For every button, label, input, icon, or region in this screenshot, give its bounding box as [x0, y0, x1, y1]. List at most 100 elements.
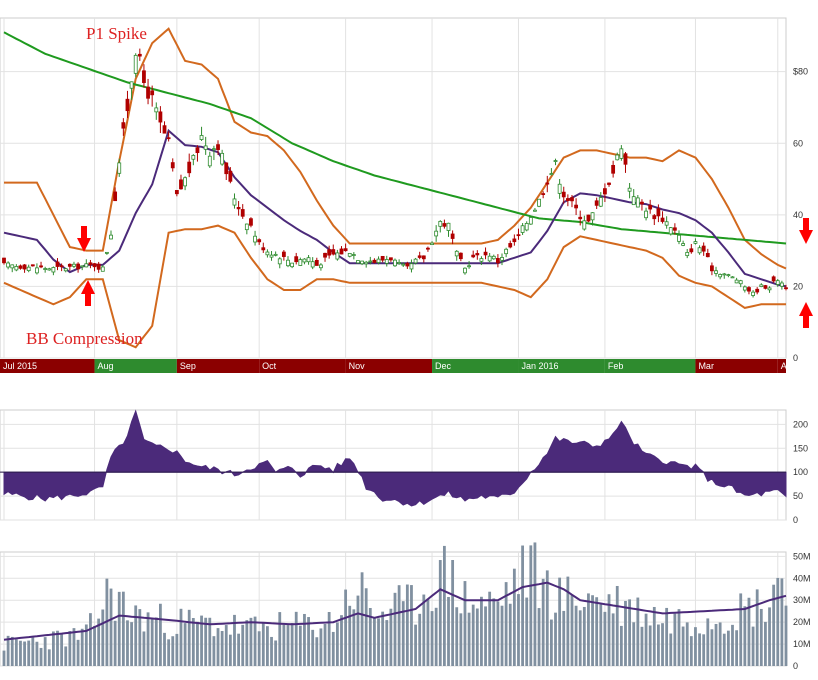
candle-body — [170, 162, 175, 169]
candle-body — [343, 248, 348, 252]
candle-body — [179, 179, 183, 190]
candle — [257, 238, 262, 245]
volume-bar — [764, 621, 767, 666]
candle — [244, 223, 249, 235]
candle-body — [615, 154, 620, 161]
candle-body — [623, 153, 628, 165]
candle — [574, 198, 578, 216]
candle-body — [384, 259, 389, 264]
candle — [701, 242, 706, 256]
candle — [6, 261, 11, 270]
candle-body — [590, 212, 595, 221]
volume-bar — [356, 595, 360, 666]
candle-body — [689, 248, 694, 253]
candle-body — [738, 280, 743, 285]
volume-bar — [175, 633, 179, 666]
volume-bar — [677, 609, 681, 666]
volume-bar — [290, 623, 294, 666]
candle-body — [146, 86, 150, 99]
candle-body — [586, 214, 591, 222]
volume-bar — [698, 633, 701, 666]
candle-body — [18, 265, 23, 269]
volume-bar — [331, 631, 335, 666]
candle-body — [191, 155, 196, 160]
candle-body — [438, 221, 443, 227]
volume-bar — [694, 627, 697, 666]
candle-body — [426, 247, 430, 250]
volume-bar — [780, 578, 784, 666]
candle-body — [784, 287, 788, 290]
month-label: Oct — [262, 361, 277, 371]
candle-body — [380, 255, 385, 261]
candle — [446, 222, 451, 237]
volume-bar — [665, 607, 669, 666]
volume-bar — [220, 630, 224, 666]
candle — [397, 259, 402, 265]
volume-bar — [377, 618, 380, 666]
volume-bar — [72, 628, 76, 666]
candle-body — [533, 209, 537, 212]
candle-body — [63, 268, 68, 272]
candle — [409, 259, 414, 273]
indicator-panel: 0 50 100 150 200 — [0, 409, 808, 525]
volume-bar — [751, 626, 755, 666]
candle-body — [331, 249, 336, 255]
candle-body — [100, 266, 105, 272]
candle-body — [166, 137, 171, 140]
price-tick-label: 20 — [793, 281, 803, 291]
candle — [417, 251, 422, 260]
arrow-head — [77, 238, 91, 252]
volume-bar — [224, 625, 228, 666]
volume-bar — [257, 631, 261, 666]
volume-bar — [233, 614, 236, 666]
volume-tick-label: 50M — [793, 551, 811, 561]
candle-body — [471, 254, 476, 258]
volume-bar — [348, 605, 352, 666]
candle-body — [553, 160, 558, 162]
month-label: Jul 2015 — [3, 361, 37, 371]
candle-body — [500, 257, 504, 261]
candle-body — [319, 264, 323, 269]
volume-bar — [706, 618, 710, 666]
upper-bollinger-band — [4, 27, 787, 270]
volume-bar — [718, 622, 722, 666]
candle — [26, 264, 31, 273]
candle-body — [434, 230, 439, 237]
candle — [656, 204, 661, 223]
candle-body — [730, 276, 735, 279]
volume-bar — [261, 623, 265, 666]
candle-body — [187, 161, 192, 174]
candle-body — [30, 264, 35, 267]
candle — [133, 53, 138, 78]
candle-body — [751, 291, 755, 296]
candle — [528, 216, 533, 225]
arrow-shaft — [85, 294, 91, 306]
candle — [88, 259, 93, 269]
candle — [142, 64, 146, 88]
candle-body — [183, 177, 187, 187]
candle-body — [35, 267, 39, 274]
candle — [611, 160, 616, 178]
candle — [323, 252, 327, 262]
candle-body — [656, 208, 661, 217]
candle-body — [10, 264, 15, 269]
volume-bar — [463, 581, 467, 666]
candle — [504, 247, 509, 258]
candle-body — [652, 215, 657, 220]
volume-bar — [126, 620, 129, 666]
volume-bar — [747, 597, 751, 666]
candle — [388, 257, 393, 262]
volume-moving-average-line — [3, 581, 787, 641]
candle — [714, 266, 718, 277]
volume-bar — [636, 597, 640, 666]
candle — [722, 272, 727, 279]
volume-bar — [562, 610, 566, 666]
candle-body — [570, 197, 574, 202]
candle — [738, 279, 743, 288]
volume-bar — [492, 598, 496, 666]
candle-body — [491, 255, 496, 260]
volume-bar — [673, 613, 677, 666]
candle — [376, 256, 381, 265]
candle-body — [442, 223, 447, 227]
